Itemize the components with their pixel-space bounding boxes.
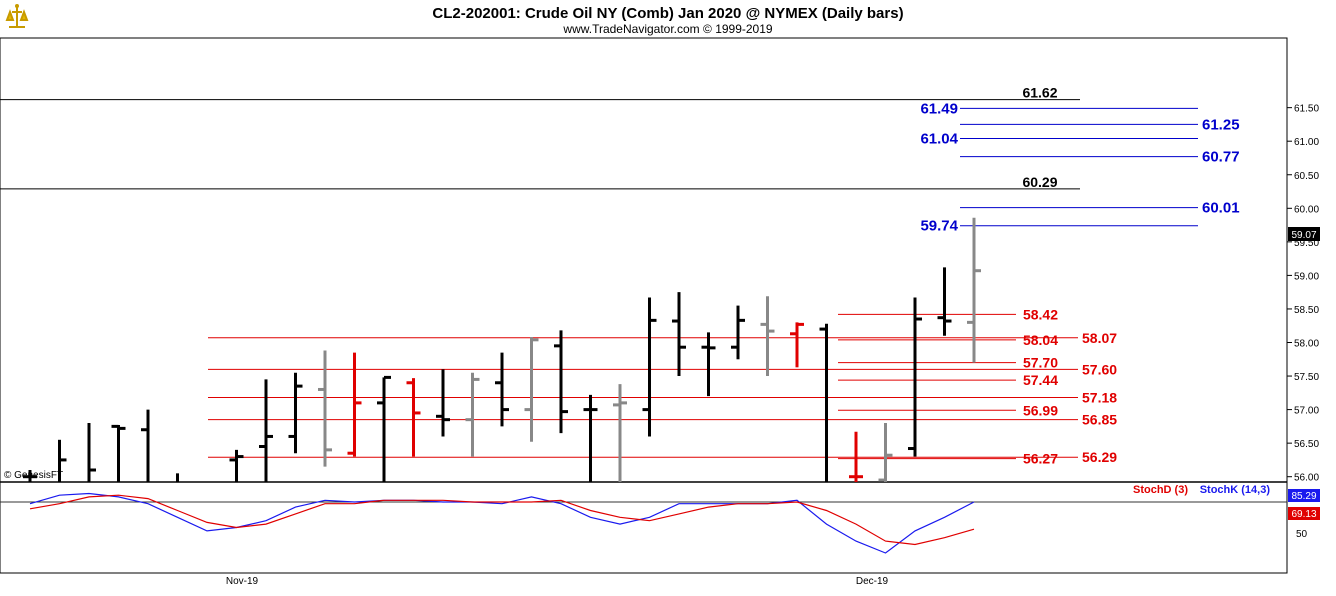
y-tick-label: 58.50 xyxy=(1294,305,1319,316)
y-tick-label: 61.50 xyxy=(1294,104,1319,115)
y-tick-label: 56.00 xyxy=(1294,473,1319,484)
ohlc-bar xyxy=(819,323,828,482)
black-level-label: 60.29 xyxy=(1022,174,1057,190)
ohlc-bar xyxy=(229,449,244,482)
blue-level-label: 61.04 xyxy=(920,131,958,148)
black-level-label: 61.62 xyxy=(1022,85,1057,101)
red-level-label: 57.70 xyxy=(1023,355,1058,371)
ohlc-bar xyxy=(908,297,922,457)
stoch-k-line xyxy=(29,492,975,554)
ohlc-bar xyxy=(524,337,539,442)
y-tick-label: 57.50 xyxy=(1294,372,1319,383)
y-tick-label: 58.00 xyxy=(1294,339,1319,350)
ohlc-bar xyxy=(731,305,745,360)
red-level-label: 56.27 xyxy=(1023,451,1058,467)
stoch-panel xyxy=(0,481,1288,574)
ohlc-bar xyxy=(82,423,96,482)
red-level-label: 58.42 xyxy=(1023,306,1058,322)
ohlc-bar xyxy=(377,375,391,482)
price-axis: 56.00 56.50 57.00 57.50 58.00 58.50 59.00 59.50… xyxy=(1287,104,1319,484)
y-tick-label: 56.50 xyxy=(1294,439,1319,450)
ohlc-bar xyxy=(347,352,362,457)
ohlc-bar xyxy=(937,267,952,336)
last-price-tag: 59.07 xyxy=(1288,227,1320,241)
watermark-text: © GenesisFT xyxy=(4,470,63,481)
stoch-d-tag: 69.13 xyxy=(1288,507,1320,520)
y-tick-label: 60.50 xyxy=(1294,171,1319,182)
ohlc-bar xyxy=(849,431,863,482)
ohlc-bar xyxy=(465,372,480,457)
ohlc-bar xyxy=(760,296,775,377)
red-level-label: 56.85 xyxy=(1082,412,1117,428)
ohlc-bar xyxy=(58,439,67,482)
blue-level-label: 60.77 xyxy=(1202,149,1240,166)
ohlc-bar xyxy=(141,409,155,482)
stoch-k-last: 85.29 xyxy=(1291,491,1316,502)
blue-level-label: 61.25 xyxy=(1202,116,1240,133)
trader-logo-icon xyxy=(4,3,30,31)
stoch-k-legend: StochK (14,3) xyxy=(1200,484,1271,496)
ohlc-bar xyxy=(170,473,179,482)
stoch-d-last: 69.13 xyxy=(1291,509,1316,520)
ohlc-bar xyxy=(790,322,804,368)
ohlc-bar xyxy=(111,424,126,482)
red-level-label: 57.44 xyxy=(1023,372,1058,388)
ohlc-bar xyxy=(642,297,657,437)
red-level-label: 56.29 xyxy=(1082,449,1117,465)
last-price-value: 59.07 xyxy=(1291,230,1316,241)
ohlc-bars xyxy=(23,217,981,493)
stoch-d-legend: StochD (3) xyxy=(1133,484,1188,496)
ohlc-bar xyxy=(613,384,627,482)
stoch-d-line xyxy=(29,494,975,546)
ohlc-bar xyxy=(967,217,981,363)
stoch-k-tag: 85.29 xyxy=(1288,489,1320,502)
ohlc-bar xyxy=(200,483,214,493)
ohlc-bar xyxy=(495,352,509,427)
y-tick-label: 61.00 xyxy=(1294,137,1319,148)
ohlc-bar xyxy=(672,292,686,377)
stoch-tick-50: 50 xyxy=(1296,529,1308,540)
ohlc-bar xyxy=(406,378,421,457)
ohlc-bar xyxy=(436,369,450,437)
blue-level-label: 61.49 xyxy=(920,100,958,117)
ohlc-bar xyxy=(23,469,37,482)
ohlc-bar xyxy=(318,350,332,467)
ohlc-bar xyxy=(701,332,716,397)
red-level-label: 58.07 xyxy=(1082,330,1117,346)
ohlc-bar xyxy=(583,394,598,482)
ohlc-bar xyxy=(554,330,568,434)
y-tick-label: 59.00 xyxy=(1294,271,1319,282)
x-label-nov: Nov-19 xyxy=(226,576,259,587)
y-tick-label: 60.00 xyxy=(1294,204,1319,215)
red-level-label: 56.99 xyxy=(1023,402,1058,418)
blue-level-label: 60.01 xyxy=(1202,200,1240,217)
ohlc-bar xyxy=(288,372,303,454)
red-level-label: 57.18 xyxy=(1082,390,1117,406)
blue-level-label: 59.74 xyxy=(920,218,958,235)
red-level-label: 58.04 xyxy=(1023,332,1058,348)
red-level-label: 57.60 xyxy=(1082,361,1117,377)
ohlc-bar xyxy=(259,379,273,482)
chart-subtitle: www.TradeNavigator.com © 1999-2019 xyxy=(562,22,772,36)
chart-title: CL2-202001: Crude Oil NY (Comb) Jan 2020… xyxy=(432,5,903,22)
stochastic-lines xyxy=(29,492,975,554)
price-levels: 61.62 60.29 61.49 61.04 59.74 61.25 60.77 60.01… xyxy=(0,85,1240,467)
y-tick-label: 59.50 xyxy=(1294,238,1319,249)
ohlc-bar xyxy=(878,423,893,482)
y-tick-label: 57.00 xyxy=(1294,406,1319,417)
x-label-dec: Dec-19 xyxy=(856,576,889,587)
